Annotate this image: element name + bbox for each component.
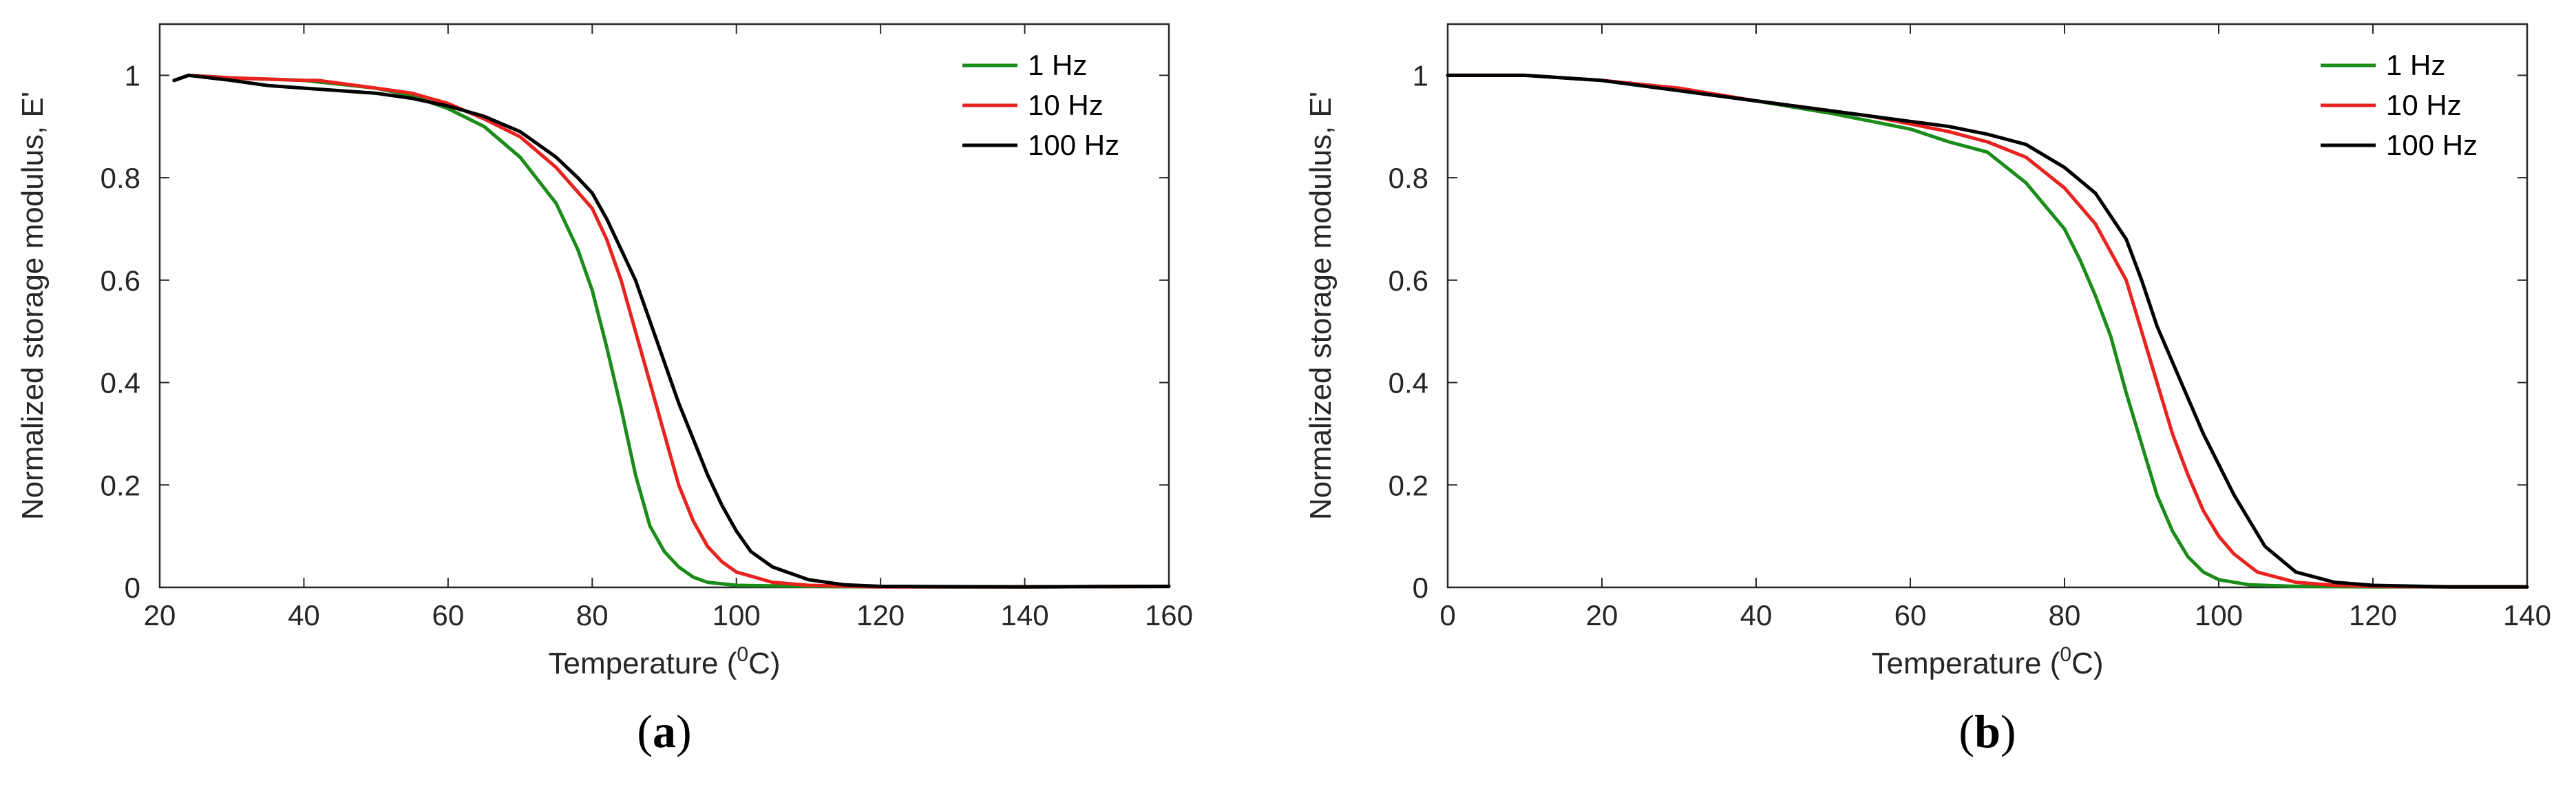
chart-b-x-tick-label: 40 [1740, 599, 1773, 631]
chart-b-y-tick-label: 0.4 [1389, 367, 1428, 399]
chart-b-legend-entry: 10 Hz [2386, 89, 2462, 121]
chart-a-series-line-100-hz [172, 73, 1171, 589]
chart-a-x-tick-label: 40 [288, 599, 320, 631]
chart-b-y-tick-label: 0 [1413, 572, 1428, 604]
chart-b-series-line-100-hz [1446, 73, 2529, 589]
chart-a-y-tick-label: 0.2 [101, 469, 140, 501]
chart-b-x-axis-label: Temperature (0C) [1871, 643, 2103, 680]
chart-b-series-line-1-hz [1446, 73, 2529, 589]
chart-b-y-tick-label: 0.6 [1389, 264, 1428, 297]
chart-a-x-tick-label: 60 [432, 599, 464, 631]
chart-a: 20 40 60 80 100 120 140 160 0 0.2 0.4 0.6 0.8 1 Temper… [16, 23, 1193, 757]
chart-a-x-tick-label: 140 [1001, 599, 1049, 631]
chart-b-y-tick-label: 0.2 [1389, 469, 1428, 501]
chart-a-legend-entry: 1 Hz [1028, 49, 1087, 81]
chart-b-x-tick-label: 60 [1894, 599, 1927, 631]
chart-b-panel-label: (b) [1959, 705, 2016, 757]
chart-a-y-tick-label: 0.4 [101, 367, 140, 399]
chart-b-y-axis-label: Normalized storage modulus, E' [1304, 92, 1338, 520]
chart-b-legend-entry: 1 Hz [2386, 49, 2445, 81]
chart-a-x-tick-label: 160 [1145, 599, 1193, 631]
chart-b-plot-frame [1446, 23, 2529, 589]
chart-a-y-tick-label: 0.8 [101, 162, 140, 194]
chart-a-panel-label: (a) [637, 705, 691, 757]
chart-b-x-tick-label: 120 [2349, 599, 2397, 631]
chart-b-x-tick-label: 0 [1439, 599, 1455, 631]
chart-b-x-tick-label: 80 [2049, 599, 2081, 631]
chart-b-legend-entry: 100 Hz [2386, 129, 2478, 161]
chart-a-x-tick-label: 20 [144, 599, 176, 631]
chart-a-series-line-1-hz [172, 73, 1171, 589]
chart-b-x-tick-label: 100 [2195, 599, 2243, 631]
chart-a-legend-entry: 100 Hz [1028, 129, 1119, 161]
chart-b-y-tick-label: 1 [1413, 59, 1428, 92]
chart-a-y-tick-label: 0 [125, 572, 140, 604]
panel-a: 20 40 60 80 100 120 140 160 0 0.2 0.4 0.6 0.8 1 Temper… [16, 23, 1193, 757]
chart-b: 0 20 40 60 80 100 120 140 0 0.2 0.4 0.6 0.8 1 Temperat… [1304, 23, 2551, 757]
chart-b-x-tick-label: 20 [1586, 599, 1618, 631]
chart-a-x-tick-label: 100 [712, 599, 761, 631]
chart-a-y-tick-label: 1 [125, 59, 140, 92]
panel-b: 0 20 40 60 80 100 120 140 0 0.2 0.4 0.6 0.8 1 Temperat… [1288, 0, 2576, 785]
chart-a-x-tick-label: 80 [576, 599, 609, 631]
chart-a-x-tick-label: 120 [856, 599, 905, 631]
chart-b-x-tick-label: 140 [2503, 599, 2551, 631]
chart-a-series-line-10-hz [172, 73, 1171, 589]
chart-a-x-axis-label: Temperature (0C) [548, 643, 780, 680]
chart-a-plot-frame [158, 23, 1170, 589]
chart-a-y-tick-label: 0.6 [101, 264, 140, 297]
chart-b-y-tick-label: 0.8 [1389, 162, 1428, 194]
chart-a-y-axis-label: Normalized storage modulus, E' [16, 92, 50, 520]
chart-a-legend-entry: 10 Hz [1028, 89, 1104, 121]
